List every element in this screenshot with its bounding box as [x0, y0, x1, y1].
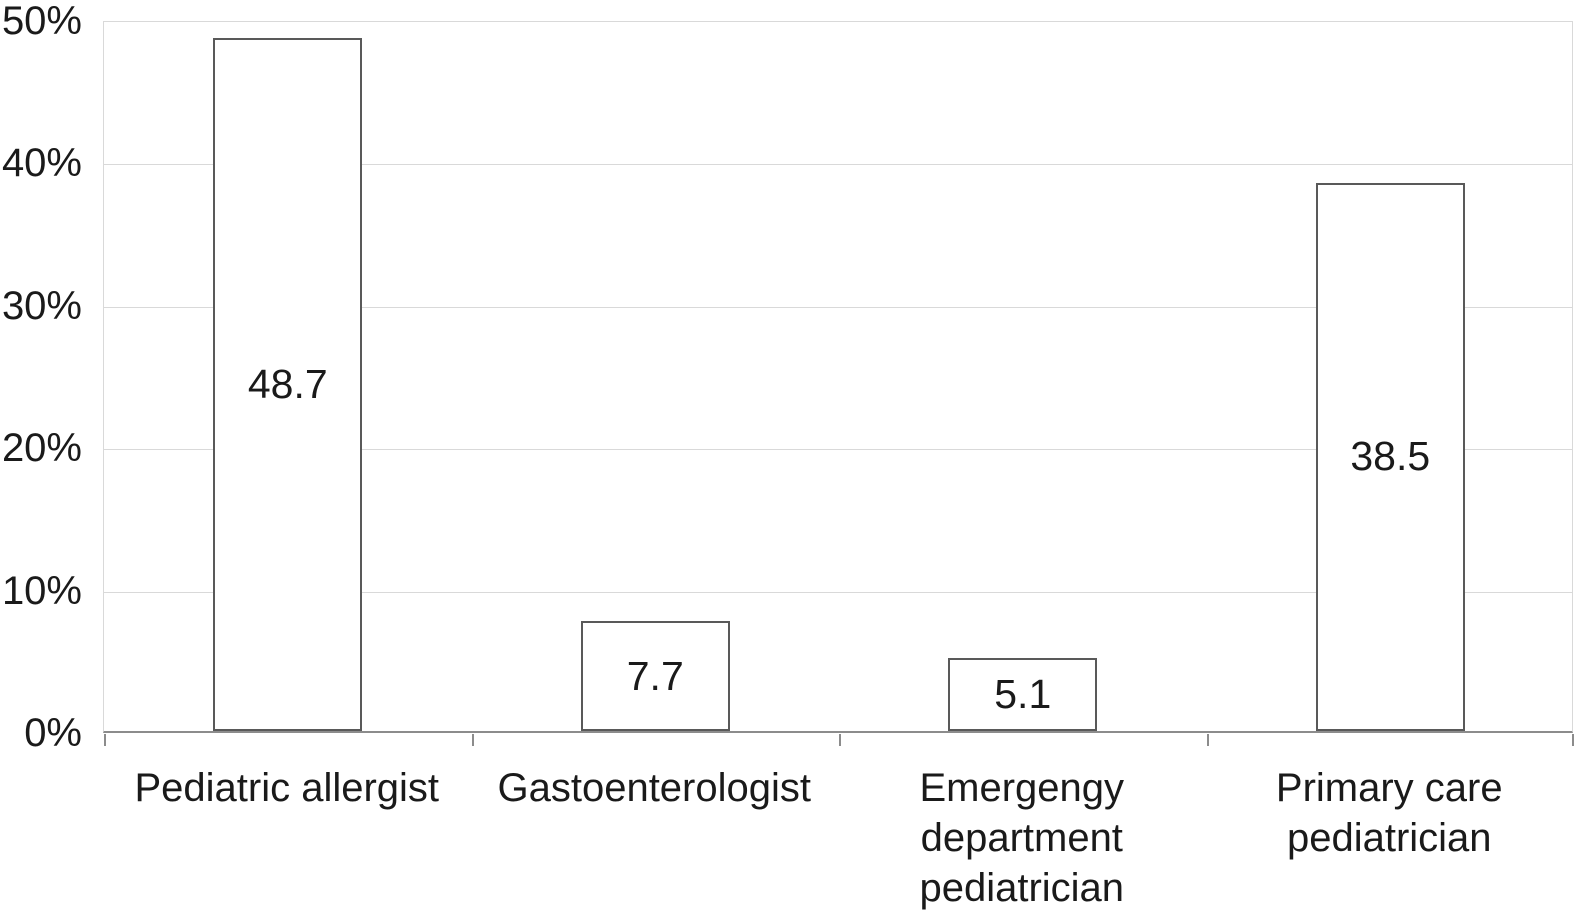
x-axis-tick	[839, 734, 841, 746]
x-category-line: Primary care	[1275, 766, 1503, 810]
y-tick-label: 10%	[1, 568, 82, 613]
bar-4: 38.5	[1315, 182, 1465, 731]
x-axis-tick	[1206, 734, 1209, 746]
bar-value-label: 48.7	[247, 360, 328, 407]
plot-area: 48.7 7.7 5.1 38.5	[103, 21, 1574, 746]
y-tick-label: 40%	[1, 141, 82, 186]
x-category-label: Primary care pediatrician	[1206, 747, 1574, 912]
x-axis-tick	[471, 734, 474, 746]
y-tick-label: 50%	[1, 0, 82, 43]
x-category-label: Gastoenterologist	[471, 747, 839, 912]
x-category-line: department	[920, 816, 1123, 860]
bar-3: 5.1	[948, 658, 1098, 731]
gridline	[104, 306, 1572, 308]
bar-2: 7.7	[580, 621, 730, 731]
x-axis-tick	[1572, 734, 1574, 746]
gridline	[104, 591, 1572, 593]
bar-1: 48.7	[213, 37, 363, 731]
y-tick-label: 20%	[1, 426, 82, 471]
bar-value-label: 38.5	[1350, 433, 1431, 480]
x-category-label: Emergengy department pediatrician	[838, 747, 1206, 912]
x-category-line: pediatrician	[919, 866, 1125, 910]
y-axis: 50% 40% 30% 20% 10% 0%	[0, 0, 82, 912]
gridline	[104, 449, 1572, 451]
y-tick-label: 30%	[1, 283, 82, 328]
bar-value-label: 5.1	[994, 671, 1052, 718]
x-category-line: Emergengy	[919, 766, 1125, 810]
gridline	[104, 164, 1572, 166]
x-category-line: Gastoenterologist	[497, 766, 811, 810]
y-tick-label: 0%	[24, 711, 82, 755]
x-axis-tick	[104, 734, 106, 746]
x-category-line: Pediatric allergist	[134, 766, 440, 810]
bar-value-label: 7.7	[626, 652, 684, 699]
x-axis-category-labels: Pediatric allergist Gastoenterologist Emer…	[103, 747, 1573, 912]
x-category-line: pediatrician	[1286, 816, 1492, 860]
x-category-label: Pediatric allergist	[103, 747, 471, 912]
